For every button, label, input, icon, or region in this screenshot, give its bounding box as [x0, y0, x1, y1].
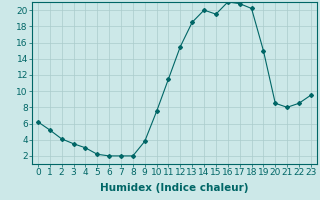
X-axis label: Humidex (Indice chaleur): Humidex (Indice chaleur) — [100, 183, 249, 193]
